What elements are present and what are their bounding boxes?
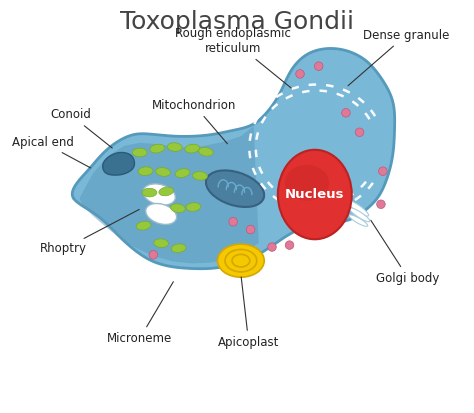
Ellipse shape [314,62,323,71]
Ellipse shape [146,204,177,224]
Polygon shape [103,152,135,175]
Ellipse shape [149,251,158,259]
Text: Apicoplast: Apicoplast [218,277,279,349]
Ellipse shape [342,109,350,117]
Ellipse shape [232,254,250,267]
Ellipse shape [296,70,304,78]
Ellipse shape [186,203,201,211]
Ellipse shape [175,169,190,178]
Ellipse shape [346,200,369,216]
Ellipse shape [138,167,153,176]
Ellipse shape [132,148,147,157]
Ellipse shape [171,244,186,253]
Text: Mitochondrion: Mitochondrion [152,99,237,144]
Ellipse shape [159,187,173,196]
Ellipse shape [285,165,329,201]
Ellipse shape [268,243,276,252]
Text: VectorStock: VectorStock [14,396,85,406]
Text: Microneme: Microneme [107,282,173,345]
Ellipse shape [349,215,368,226]
Ellipse shape [218,244,264,277]
Ellipse shape [229,218,237,226]
Ellipse shape [185,144,200,153]
Text: Rhoptry: Rhoptry [40,209,139,256]
Text: Rough endoplasmic
reticulum: Rough endoplasmic reticulum [175,27,293,90]
Polygon shape [80,126,259,263]
Ellipse shape [167,143,182,152]
Text: Nucleus: Nucleus [285,188,345,201]
Ellipse shape [137,221,151,230]
Ellipse shape [225,249,257,272]
Text: Golgi body: Golgi body [371,220,440,285]
Ellipse shape [192,171,208,180]
Text: Apical end: Apical end [11,135,91,168]
Ellipse shape [349,208,370,222]
Ellipse shape [379,167,387,176]
Ellipse shape [142,188,157,197]
Ellipse shape [356,128,364,137]
Text: Conoid: Conoid [50,108,112,148]
Ellipse shape [285,241,294,249]
Ellipse shape [154,239,169,247]
Ellipse shape [156,168,171,176]
Ellipse shape [143,184,175,205]
Ellipse shape [246,225,255,234]
Ellipse shape [199,147,213,156]
Ellipse shape [377,200,385,209]
Text: Dense granule: Dense granule [348,28,449,86]
Ellipse shape [206,171,264,207]
Polygon shape [72,48,395,269]
Ellipse shape [150,144,164,153]
Text: VectorStock.com/15706279: VectorStock.com/15706279 [335,396,460,406]
Text: Toxoplasma Gondii: Toxoplasma Gondii [120,10,354,34]
Ellipse shape [278,150,352,239]
Ellipse shape [171,204,185,213]
